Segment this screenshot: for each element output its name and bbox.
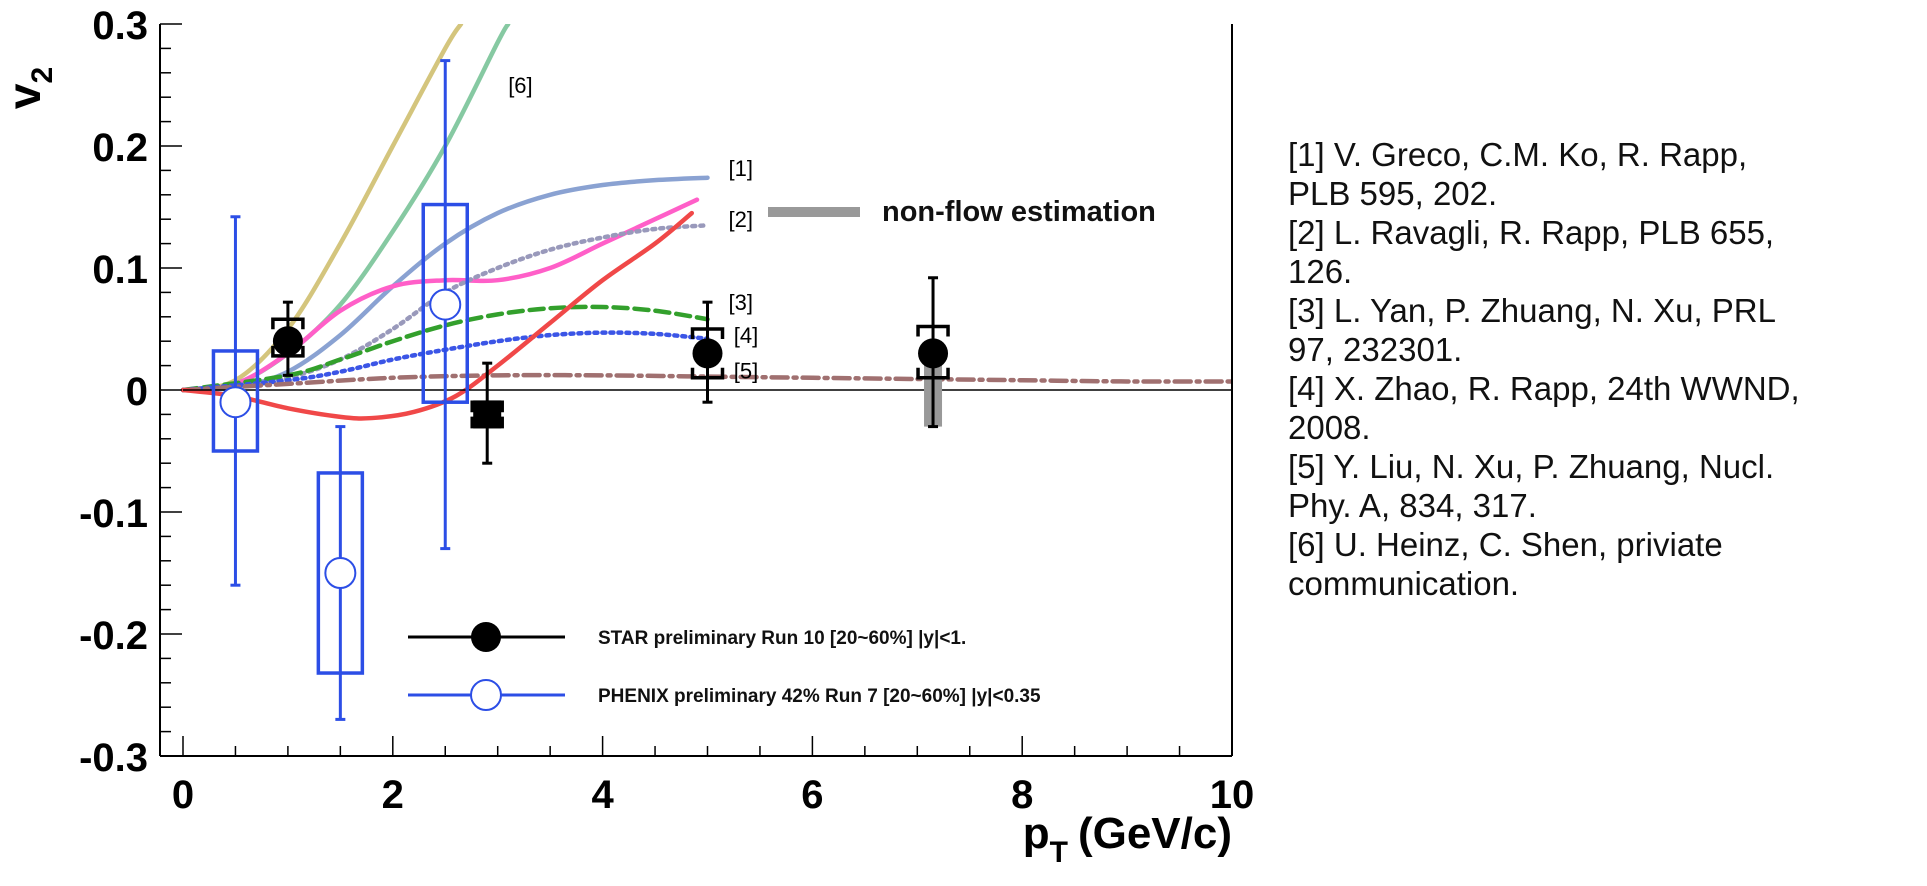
nonflow-legend-swatch [768, 207, 860, 217]
y-tick-label-2: -0.1 [79, 492, 148, 536]
y-axis-label-sub: 2 [26, 67, 59, 84]
x-tick-label-1: 2 [382, 773, 404, 817]
reference-list: [1] V. Greco, C.M. Ko, R. Rapp, PLB 595, … [1288, 135, 1918, 603]
y-tick-label-5: 0.2 [92, 126, 148, 170]
series-0-point-2-marker [918, 338, 949, 369]
series-0-point-1-systematic-bracket-0 [690, 327, 725, 339]
model-curve-5 [180, 304, 710, 393]
reference-line-8: [5] Y. Liu, N. Xu, P. Zhuang, Nucl. [1288, 448, 1775, 485]
series-2-point-0-marker [219, 386, 252, 419]
series-2-point-2-marker [429, 288, 462, 321]
series-2-point-2-systematic-box [421, 202, 469, 404]
model-curve-1 [180, 24, 511, 393]
curve-label-2: [2] [728, 207, 752, 232]
legend-label-1: PHENIX preliminary 42% Run 7 [20~60%] |y… [598, 686, 1041, 707]
reference-line-1: PLB 595, 202. [1288, 175, 1498, 212]
series-0-point-2-systematic-bracket-0 [916, 324, 950, 337]
axis-ticks: 0 2 4 6 8 10 -0.3 -0.2 -0.1 0 0.1 0.2 0.3 [79, 4, 1254, 817]
reference-line-7: 2008. [1288, 409, 1371, 446]
x-axis-label: pT (GeV/c) [1023, 809, 1232, 869]
y-axis-label: v2 [0, 67, 59, 109]
model-curve-6 [180, 330, 710, 393]
series-0-point-1-systematic-bracket-1 [690, 367, 725, 380]
reference-line-9: Phy. A, 834, 317. [1288, 487, 1537, 524]
series-1-point-0-marker [473, 400, 502, 429]
curve-label-3: [3] [728, 290, 752, 315]
reference-line-6: [4] X. Zhao, R. Rapp, 24th WWND, [1288, 370, 1800, 407]
legend-label-0: STAR preliminary Run 10 [20~60%] |y|<1. [598, 628, 966, 649]
y-tick-label-4: 0.1 [92, 248, 148, 292]
curve-labels: [6] [1] [2] [3] [4] [5] [508, 73, 758, 383]
y-tick-label-1: -0.2 [79, 614, 148, 658]
series-2-point-1-marker [324, 557, 357, 589]
data-points [211, 59, 950, 721]
reference-line-3: 126. [1288, 253, 1353, 290]
x-tick-label-4: 8 [1011, 773, 1033, 817]
y-tick-label-3: 0 [126, 370, 148, 414]
reference-line-2: [2] L. Ravagli, R. Rapp, PLB 655, [1288, 214, 1775, 251]
x-axis-label-sub: T [1050, 836, 1068, 869]
legend-marker-1 [470, 679, 502, 711]
curve-label-5: [5] [734, 358, 758, 383]
model-curve-0 [180, 24, 464, 393]
legend: non-flow estimation STAR preliminary Run … [408, 196, 1156, 711]
series-2-point-0-systematic-box [211, 349, 260, 453]
reference-line-10: [6] U. Heinz, C. Shen, priviate [1288, 526, 1723, 563]
series-0-point-0-marker [272, 326, 303, 357]
x-axis-label-unit: (GeV/c) [1078, 809, 1232, 858]
x-tick-label-2: 4 [591, 773, 614, 817]
series-0-point-0-systematic-bracket-0 [271, 317, 305, 330]
curve-label-4: [4] [734, 323, 758, 348]
curve-label-0: [6] [508, 73, 532, 98]
y-axis-label-main: v [0, 83, 50, 109]
curve-label-1: [1] [728, 156, 752, 181]
x-axis-label-main: p [1023, 809, 1050, 858]
y-tick-label-6: 0.3 [92, 4, 148, 48]
nonflow-legend-label: non-flow estimation [882, 196, 1156, 228]
x-tick-label-0: 0 [172, 773, 194, 817]
x-tick-label-3: 6 [801, 773, 823, 817]
series-0-point-2-systematic-bracket-1 [916, 367, 950, 380]
reference-line-5: 97, 232301. [1288, 331, 1463, 368]
x-tick-label-5: 10 [1210, 773, 1255, 817]
reference-line-11: communication. [1288, 565, 1520, 602]
y-tick-label-0: -0.3 [79, 736, 148, 780]
reference-line-0: [1] V. Greco, C.M. Ko, R. Rapp, [1288, 136, 1748, 173]
series-0-point-1-marker [692, 338, 723, 369]
series-2-point-1-systematic-box [316, 471, 365, 675]
v2-vs-pt-chart: 0 2 4 6 8 10-0.3-0.2-0.100.10.20.3 [6][1][2][… [0, 4, 1254, 869]
reference-line-4: [3] L. Yan, P. Zhuang, N. Xu, PRL [1288, 292, 1776, 329]
legend-marker-0 [471, 622, 501, 652]
